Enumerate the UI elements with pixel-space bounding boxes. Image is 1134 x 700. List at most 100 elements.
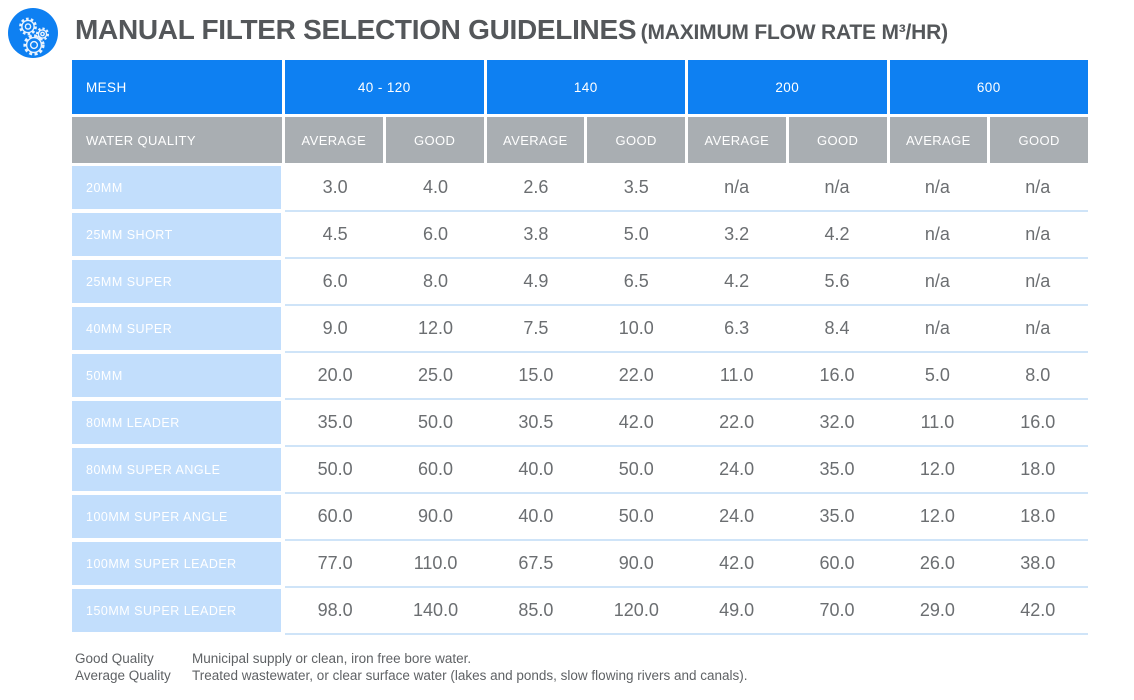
flow-rate-value: 24.0 [719,459,755,479]
flow-rate-value: n/a [924,271,950,291]
flow-rate-value: n/a [1025,224,1051,244]
title-main: MANUAL FILTER SELECTION GUIDELINES [75,14,637,45]
flow-rate-value: 85.0 [518,600,554,620]
row-values: 20.0 25.0 15.0 22.0 11.0 16.0 5.0 8.0 [285,354,1088,397]
flow-rate-value: 11.0 [920,412,955,432]
filter-selection-table: MESH 40 - 120 140 200 600 WATER QUALITY … [72,60,1088,636]
row-values: 50.0 60.0 40.0 50.0 24.0 35.0 12.0 18.0 [285,448,1088,491]
flow-rate-value: 30.5 [518,412,554,432]
flow-rate-value: 42.0 [618,412,654,432]
flow-rate-value: 16.0 [1020,412,1056,432]
row-values: 60.0 90.0 40.0 50.0 24.0 35.0 12.0 18.0 [285,495,1088,538]
mesh-group-40-120: 40 - 120 [285,60,484,114]
quality-col-header: AVERAGE [486,117,585,163]
flow-rate-value: 12.0 [418,318,454,338]
row-values: 3.0 4.0 2.6 3.5 n/a n/a n/a n/a [285,166,1088,209]
flow-rate-value: 38.0 [1020,553,1056,573]
flow-rate-value: 16.0 [819,365,855,385]
flow-rate-value: n/a [724,177,750,197]
row-label: 25MM SHORT [72,213,281,256]
page-title: MANUAL FILTER SELECTION GUIDELINES (MAXI… [75,14,948,46]
flow-rate-value: 5.0 [623,224,649,244]
row-values: 98.0 140.0 85.0 120.0 49.0 70.0 29.0 42.0 [285,589,1088,632]
flow-rate-value: 7.5 [523,318,549,338]
flow-rate-value: 18.0 [1020,506,1056,526]
flow-rate-value: 18.0 [1020,459,1056,479]
flow-rate-value: 4.0 [423,177,449,197]
flow-rate-value: 35.0 [819,506,855,526]
legend-term: Good Quality [75,651,154,666]
flow-rate-value: 60.0 [418,459,454,479]
flow-rate-value: 9.0 [322,318,348,338]
flow-rate-value: n/a [1025,271,1051,291]
flow-rate-value: 50.0 [618,506,654,526]
table-row: 100MM SUPER ANGLE 60.0 90.0 40.0 50.0 24.0 35.… [72,495,1088,542]
flow-rate-value: 50.0 [418,412,454,432]
flow-rate-value: 5.6 [824,271,850,291]
quality-col-header: AVERAGE [889,117,988,163]
flow-rate-value: 29.0 [919,600,955,620]
flow-rate-value: 5.0 [924,365,950,385]
flow-rate-value: 70.0 [819,600,855,620]
quality-col-header: AVERAGE [285,117,383,163]
flow-rate-value: 32.0 [819,412,855,432]
table-row: 50MM 20.0 25.0 15.0 22.0 11.0 16.0 5.0 8.0 [72,354,1088,401]
flow-rate-value: 3.0 [322,177,348,197]
flow-rate-value: 6.3 [724,318,750,338]
flow-rate-value: 10.0 [618,318,654,338]
flow-rate-value: n/a [824,177,850,197]
flow-rate-value: 140.0 [413,600,459,620]
flow-rate-value: 20.0 [317,365,353,385]
legend-term: Average Quality [75,668,171,683]
flow-rate-value: 22.0 [719,412,755,432]
flow-rate-value: 4.2 [824,224,850,244]
flow-rate-value: 90.0 [418,506,454,526]
mesh-header-row: MESH 40 - 120 140 200 600 [72,60,1088,114]
mesh-header-label: MESH [72,60,282,114]
flow-rate-value: 6.5 [623,271,649,291]
flow-rate-value: 49.0 [719,600,755,620]
row-label: 100MM SUPER LEADER [72,542,281,585]
quality-col-header: AVERAGE [688,117,786,163]
table-row: 150MM SUPER LEADER 98.0 140.0 85.0 120.0 49.0… [72,589,1088,636]
legend-row-average: Average Quality Treated wastewater, or c… [75,667,748,684]
water-quality-header-row: WATER QUALITY AVERAGE GOOD AVERAGE GOOD … [72,117,1088,163]
row-label: 150MM SUPER LEADER [72,589,281,632]
legend: Good Quality Municipal supply or clean, … [75,650,748,684]
mesh-group-140: 140 [486,60,685,114]
flow-rate-value: 6.0 [322,271,348,291]
flow-rate-value: 4.2 [724,271,750,291]
mesh-group-200: 200 [688,60,887,114]
flow-rate-value: 22.0 [618,365,654,385]
table-row: 40MM SUPER 9.0 12.0 7.5 10.0 6.3 8.4 n/a n/a [72,307,1088,354]
table-row: 25MM SHORT 4.5 6.0 3.8 5.0 3.2 4.2 n/a n/a [72,213,1088,260]
flow-rate-value: n/a [1025,318,1051,338]
flow-rate-value: 2.6 [523,177,549,197]
flow-rate-value: n/a [924,177,950,197]
flow-rate-value: 24.0 [719,506,755,526]
row-label: 80MM LEADER [72,401,281,444]
legend-description: Municipal supply or clean, iron free bor… [192,651,472,666]
flow-rate-value: 25.0 [418,365,454,385]
flow-rate-value: 60.0 [819,553,855,573]
water-quality-label: WATER QUALITY [72,117,282,163]
flow-rate-value: 6.0 [423,224,449,244]
flow-rate-value: 4.5 [322,224,348,244]
table-row: 100MM SUPER LEADER 77.0 110.0 67.5 90.0 42.0 6… [72,542,1088,589]
flow-rate-value: 42.0 [719,553,755,573]
flow-rate-value: 50.0 [317,459,353,479]
flow-rate-value: 4.9 [523,271,549,291]
legend-description: Treated wastewater, or clear surface wat… [192,668,748,683]
flow-rate-value: 26.0 [919,553,955,573]
row-label: 25MM SUPER [72,260,281,303]
flow-rate-value: 8.0 [423,271,449,291]
flow-rate-value: 3.5 [623,177,649,197]
title-subtitle: (MAXIMUM FLOW RATE M³/HR) [640,21,948,44]
row-values: 4.5 6.0 3.8 5.0 3.2 4.2 n/a n/a [285,213,1088,256]
quality-col-header: GOOD [788,117,887,163]
row-values: 35.0 50.0 30.5 42.0 22.0 32.0 11.0 16.0 [285,401,1088,444]
flow-rate-value: 12.0 [919,459,955,479]
flow-rate-value: 42.0 [1020,600,1056,620]
legend-row-good: Good Quality Municipal supply or clean, … [75,650,748,667]
table-row: 20MM 3.0 4.0 2.6 3.5 n/a n/a n/a n/a [72,166,1088,213]
